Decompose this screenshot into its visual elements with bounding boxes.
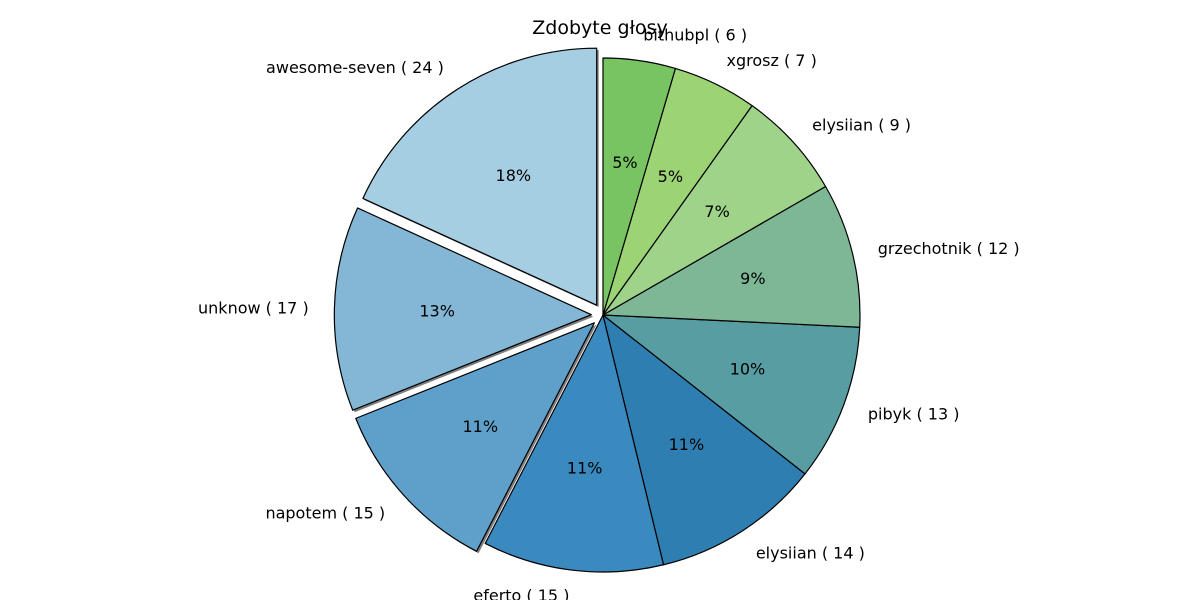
slice-label-elysiian-14: elysiian ( 14 ) [756, 543, 865, 562]
slice-label-eferto-15: eferto ( 15 ) [473, 586, 569, 600]
percent-label-pibyk-13: 10% [730, 359, 766, 378]
slice-label-xgrosz-7: xgrosz ( 7 ) [727, 51, 817, 70]
pie-slice-unknow-17 [333, 207, 592, 411]
percent-label-elysiian-14: 11% [669, 435, 705, 454]
slice-label-unknow-17: unknow ( 17 ) [198, 298, 309, 317]
pie-slice-awesome-seven-24 [362, 47, 598, 306]
slice-label-grzechotnik-12: grzechotnik ( 12 ) [878, 239, 1020, 258]
percent-label-awesome-seven-24: 18% [496, 166, 532, 185]
chart-title: Zdobyte głosy [532, 17, 667, 39]
pie-slice-eferto-15 [484, 314, 665, 573]
slice-label-bithubpl-6: bithubpl ( 6 ) [643, 26, 747, 45]
slice-label-elysiian-9: elysiian ( 9 ) [812, 115, 911, 134]
pie-slice-napotem-15 [355, 322, 595, 552]
percent-label-elysiian-9: 7% [704, 202, 729, 221]
percent-labels: 18% 13% 11% 11% 11% 10% 9% 7% 5% 5% [419, 153, 765, 478]
pie-slice-elysiian-14 [602, 314, 806, 566]
slice-label-napotem-15: napotem ( 15 ) [265, 504, 385, 523]
slice-label-pibyk-13: pibyk ( 13 ) [868, 404, 960, 423]
percent-label-unknow-17: 13% [419, 302, 455, 321]
percent-label-bithubpl-6: 5% [612, 153, 637, 172]
pie-slice-pibyk-13 [602, 314, 861, 475]
pie-slice-grzechotnik-12 [602, 185, 861, 328]
pie-slice-elysiian-9 [602, 105, 827, 316]
slice-label-awesome-seven-24: awesome-seven ( 24 ) [266, 58, 444, 77]
percent-label-grzechotnik-12: 9% [740, 269, 765, 288]
slice-labels: awesome-seven ( 24 ) unknow ( 17 ) napotem… [198, 26, 1020, 600]
percent-label-xgrosz-7: 5% [658, 167, 683, 186]
percent-label-eferto-15: 11% [567, 459, 603, 478]
percent-label-napotem-15: 11% [462, 417, 498, 436]
pie-slice-bithubpl-6 [602, 57, 677, 316]
pie-slices [333, 47, 861, 573]
